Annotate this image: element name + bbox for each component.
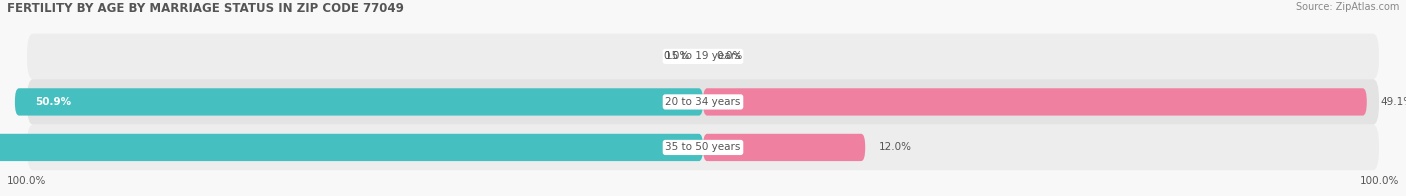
FancyBboxPatch shape [15, 88, 703, 116]
Text: 0.0%: 0.0% [717, 51, 742, 61]
Text: Source: ZipAtlas.com: Source: ZipAtlas.com [1295, 2, 1399, 12]
FancyBboxPatch shape [703, 88, 1367, 116]
Text: 49.1%: 49.1% [1381, 97, 1406, 107]
FancyBboxPatch shape [27, 125, 1379, 170]
FancyBboxPatch shape [703, 134, 865, 161]
FancyBboxPatch shape [27, 79, 1379, 125]
Text: FERTILITY BY AGE BY MARRIAGE STATUS IN ZIP CODE 77049: FERTILITY BY AGE BY MARRIAGE STATUS IN Z… [7, 2, 404, 15]
FancyBboxPatch shape [27, 34, 1379, 79]
Text: 12.0%: 12.0% [879, 142, 911, 152]
Text: 100.0%: 100.0% [7, 176, 46, 186]
Text: 100.0%: 100.0% [1360, 176, 1399, 186]
Text: 15 to 19 years: 15 to 19 years [665, 51, 741, 61]
Text: 20 to 34 years: 20 to 34 years [665, 97, 741, 107]
Text: 0.0%: 0.0% [664, 51, 689, 61]
Text: 35 to 50 years: 35 to 50 years [665, 142, 741, 152]
FancyBboxPatch shape [0, 134, 703, 161]
Text: 50.9%: 50.9% [35, 97, 72, 107]
